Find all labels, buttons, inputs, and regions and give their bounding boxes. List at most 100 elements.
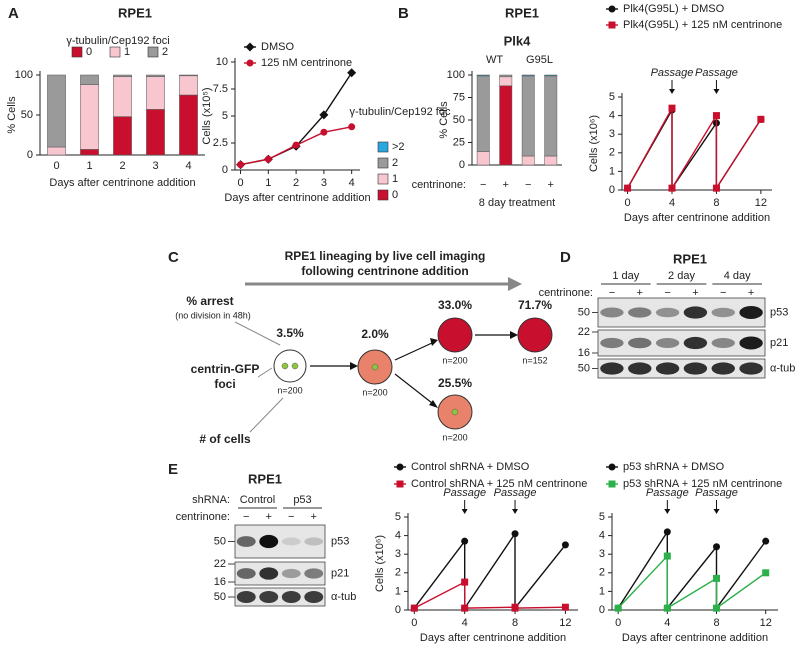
row-name: p53 xyxy=(331,535,349,547)
bar-segment xyxy=(476,75,490,152)
legend-label: Control shRNA + DMSO xyxy=(411,461,530,473)
bar-segment xyxy=(80,84,99,150)
marker xyxy=(762,537,770,545)
series-line xyxy=(240,72,353,166)
panel-title: RPE1 xyxy=(248,471,282,486)
band xyxy=(600,362,624,375)
centriole xyxy=(291,362,299,370)
y-tick-label: 50 xyxy=(21,109,33,121)
node-n: n=200 xyxy=(277,385,302,395)
lane-label: + xyxy=(692,287,698,299)
condition-label: 1 day xyxy=(612,270,639,282)
node-n: n=200 xyxy=(442,355,467,365)
panel-label: C xyxy=(168,249,179,266)
x-tick-label: 0 xyxy=(615,617,621,629)
legend-label: DMSO xyxy=(261,41,294,53)
bar-segment xyxy=(179,94,198,156)
marker xyxy=(713,604,721,612)
row-label: centrinone: xyxy=(176,511,230,523)
row-label: centrinone: xyxy=(412,179,466,191)
y-tick-label: 4 xyxy=(599,530,605,542)
y-tick-label: 3 xyxy=(599,548,605,560)
lane-label: − xyxy=(664,287,670,299)
y-axis-label: % Cells xyxy=(6,96,18,134)
arrowheads xyxy=(350,331,518,408)
band xyxy=(628,362,652,375)
lane-label: − xyxy=(243,511,249,523)
panel-title: RPE1 xyxy=(505,5,539,20)
x-tick-label: 12 xyxy=(760,617,772,629)
band xyxy=(739,306,763,319)
mw-marker: 50 xyxy=(578,306,590,318)
lineage-arrows xyxy=(310,334,512,404)
legend-marker xyxy=(246,59,254,67)
marker xyxy=(668,104,676,112)
bar-segment xyxy=(113,116,132,156)
band xyxy=(655,307,680,318)
row-name: α-tub xyxy=(770,362,795,374)
arrowhead xyxy=(461,509,468,514)
bar-segment xyxy=(146,74,165,77)
y-tick-label: 4 xyxy=(395,530,401,542)
marker xyxy=(511,604,519,612)
y-tick-label: 2.5 xyxy=(213,137,228,149)
x-tick-label: 4 xyxy=(669,197,675,209)
legend-marker xyxy=(608,463,616,471)
arrowhead xyxy=(512,509,519,514)
band xyxy=(739,336,763,350)
y-tick-label: 0 xyxy=(599,604,605,616)
y-tick-label: 7.5 xyxy=(213,83,228,95)
legend-marker xyxy=(396,480,404,488)
y-tick-label: 5 xyxy=(395,511,401,523)
band xyxy=(304,591,324,603)
band xyxy=(304,568,324,579)
annotation: Passage xyxy=(646,487,689,499)
node-n: n=200 xyxy=(362,387,387,397)
side-label: foci xyxy=(214,377,235,391)
legend-label: 1 xyxy=(392,173,398,185)
arrowhead xyxy=(669,89,675,94)
marker xyxy=(663,552,671,560)
y-tick-label: 25 xyxy=(453,136,465,148)
bar-segment xyxy=(499,74,513,78)
band xyxy=(236,536,256,547)
node-percent: 25.5% xyxy=(438,376,472,390)
arrowhead xyxy=(713,89,720,94)
condition-label: 2 day xyxy=(668,270,695,282)
node-n: n=152 xyxy=(522,355,547,365)
bar-segment xyxy=(544,74,558,77)
diagram-header: following centrinone addition xyxy=(301,264,468,278)
x-tick-label: 2 xyxy=(293,177,299,189)
marker xyxy=(624,184,632,192)
bar-segment xyxy=(113,76,132,117)
node-percent: 2.0% xyxy=(361,327,389,341)
legend-swatch xyxy=(377,189,389,201)
panel-label: D xyxy=(560,249,571,266)
blot-strip xyxy=(597,297,766,328)
mw-marker: 16 xyxy=(214,576,226,588)
band xyxy=(711,307,735,318)
mw-marker: 50 xyxy=(578,362,590,374)
marker xyxy=(461,578,469,586)
panel-title: RPE1 xyxy=(673,251,707,266)
blot-strip xyxy=(234,561,326,586)
legend-label: 0 xyxy=(392,189,398,201)
marker xyxy=(264,155,272,163)
x-tick-label: + xyxy=(503,179,509,191)
lane-label: − xyxy=(720,287,726,299)
bar-segment xyxy=(146,109,165,156)
legend-label: >2 xyxy=(392,141,405,153)
diagram-header: RPE1 lineaging by live cell imaging xyxy=(285,249,486,263)
mw-marker: 50 xyxy=(214,591,226,603)
arrowhead xyxy=(664,509,671,514)
band xyxy=(683,362,708,375)
node-percent: 71.7% xyxy=(518,298,552,312)
x-tick-label: 0 xyxy=(411,617,417,629)
series-line xyxy=(626,105,762,191)
y-axis-label: % Cells xyxy=(438,101,450,139)
band xyxy=(304,537,324,546)
x-tick-label: 0 xyxy=(624,197,630,209)
band xyxy=(628,337,652,349)
bar-segment xyxy=(521,155,535,166)
group-label: shRNA: xyxy=(192,494,230,506)
